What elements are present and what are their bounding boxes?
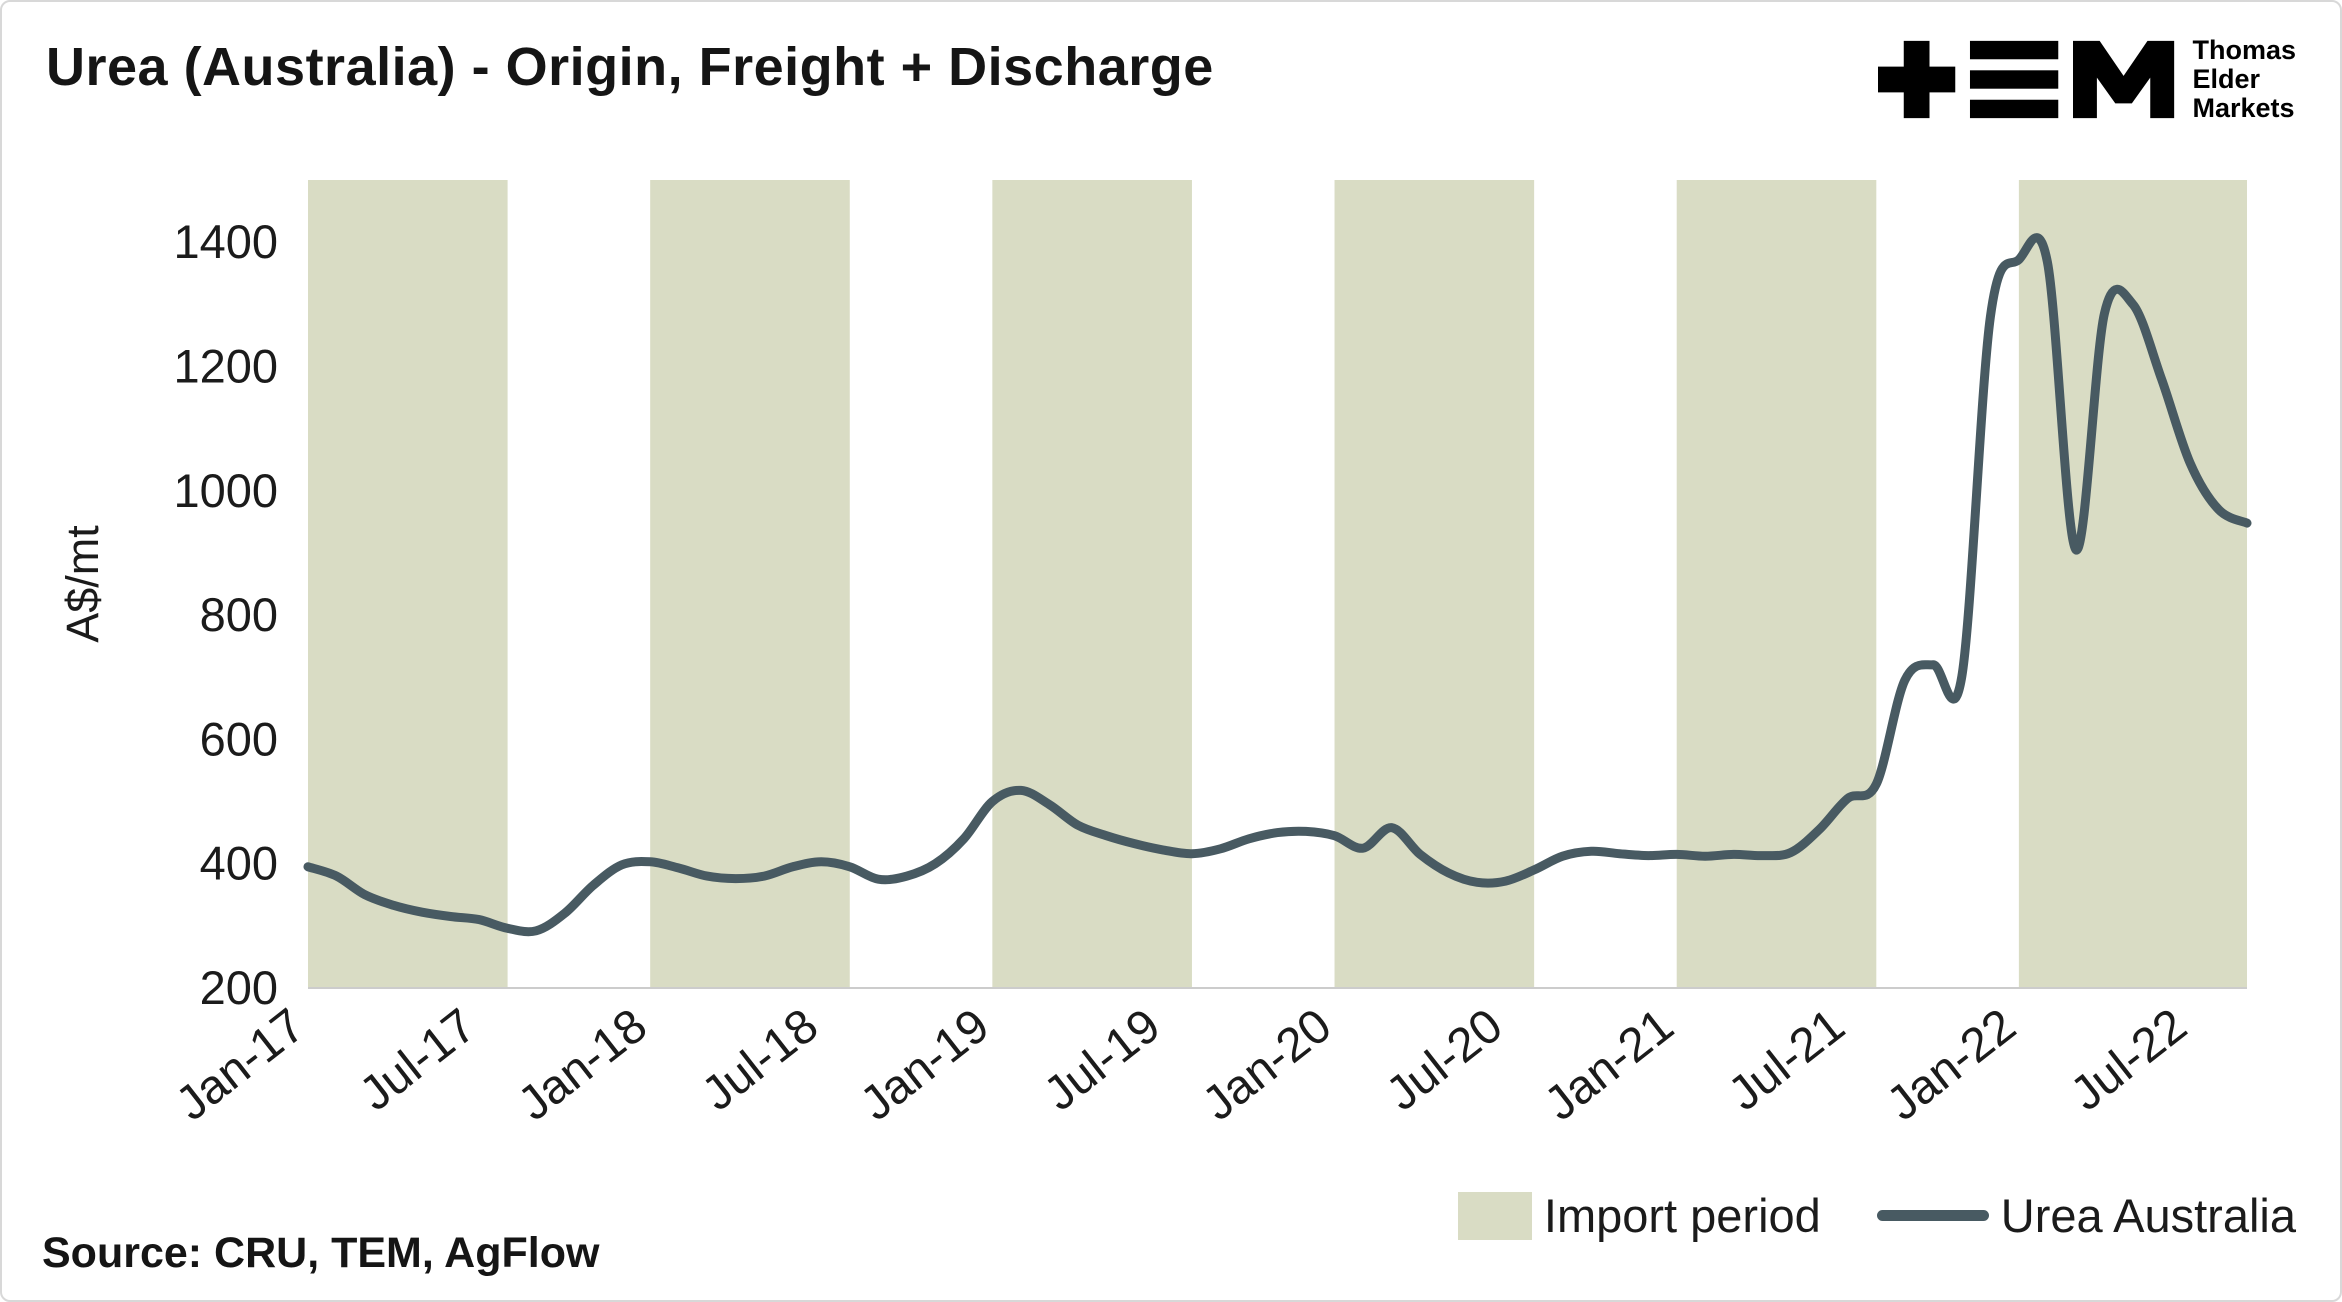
svg-text:Jul-22: Jul-22 (2061, 999, 2197, 1121)
svg-text:Jan-17: Jan-17 (166, 999, 314, 1131)
tem-logo: Thomas Elder Markets (1878, 35, 2296, 124)
m-icon (2073, 41, 2175, 119)
svg-text:Jul-18: Jul-18 (692, 999, 828, 1121)
three-bars-icon (1970, 41, 2059, 119)
import-period-label: Import period (1543, 1189, 1821, 1242)
import-period-swatch (1457, 1191, 1532, 1240)
svg-text:800: 800 (200, 588, 278, 641)
tem-logo-mark (1878, 41, 2175, 119)
svg-text:1000: 1000 (173, 464, 278, 517)
svg-text:Jul-19: Jul-19 (1035, 999, 1171, 1121)
source-note: Source: CRU, TEM, AgFlow (42, 1229, 600, 1277)
svg-text:Jan-19: Jan-19 (851, 999, 999, 1131)
svg-text:600: 600 (200, 712, 278, 765)
svg-text:200: 200 (200, 961, 278, 1014)
urea-line-swatch (1876, 1210, 1989, 1221)
svg-text:Jul-17: Jul-17 (350, 999, 486, 1121)
tem-logo-wordmark: Thomas Elder Markets (2192, 35, 2296, 124)
svg-text:Jan-18: Jan-18 (509, 999, 657, 1131)
svg-text:Jan-20: Jan-20 (1193, 999, 1341, 1131)
svg-text:Jul-21: Jul-21 (1719, 999, 1855, 1121)
logo-word-markets: Markets (2192, 93, 2295, 124)
logo-word-elder: Elder (2192, 64, 2260, 95)
svg-text:1400: 1400 (173, 215, 278, 268)
svg-text:Jan-22: Jan-22 (1877, 999, 2025, 1131)
svg-text:A$/mt: A$/mt (57, 525, 108, 643)
urea-australia-label: Urea Australia (2000, 1189, 2296, 1242)
svg-text:Jul-20: Jul-20 (1377, 999, 1513, 1121)
chart-title: Urea (Australia) - Origin, Freight + Dis… (46, 37, 1214, 97)
svg-text:Jan-21: Jan-21 (1535, 999, 1683, 1131)
plus-icon (1878, 41, 1956, 119)
chart-legend: Import period Urea Australia (1457, 1188, 2296, 1243)
svg-text:400: 400 (200, 837, 278, 890)
logo-word-thomas: Thomas (2192, 35, 2296, 65)
svg-text:1200: 1200 (173, 339, 278, 392)
